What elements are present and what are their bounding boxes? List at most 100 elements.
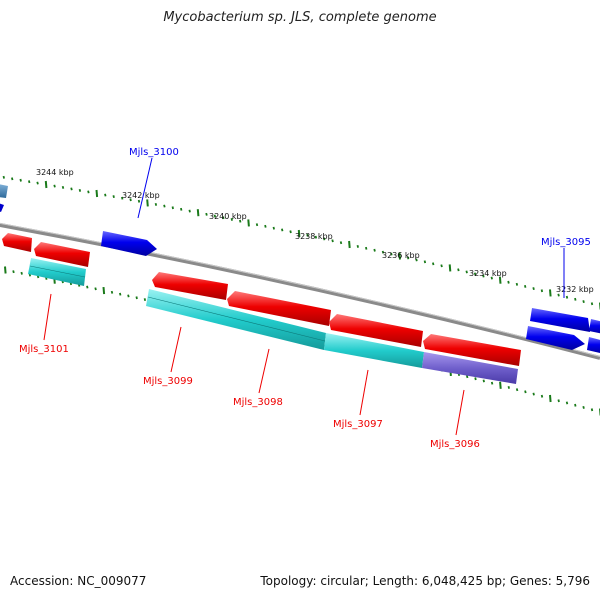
feature-purple[interactable] <box>422 352 518 384</box>
scale-minor-tick <box>565 295 569 299</box>
scale-minor-tick <box>94 287 97 291</box>
scale-minor-tick <box>423 260 427 264</box>
scale-minor-tick <box>440 264 443 268</box>
gene-red-5[interactable] <box>329 314 423 347</box>
scale-minor-tick <box>255 223 259 227</box>
genome-info-text: Topology: circular; Length: 6,048,425 bp… <box>260 574 590 588</box>
gene-label-mjls-3095[interactable]: Mjls_3095 <box>541 237 591 248</box>
scale-minor-tick <box>86 285 89 289</box>
scale-minor-tick <box>2 175 5 179</box>
feature-cyan-2[interactable] <box>146 289 326 350</box>
gene-label-mjls-3097[interactable]: Mjls_3097 <box>333 419 383 430</box>
map-title: Mycobacterium sp. JLS, complete genome <box>163 10 437 25</box>
scale-label: 3240 kbp <box>209 212 247 221</box>
scale-major-tick <box>95 189 99 198</box>
leader-mjls-3096 <box>455 389 465 436</box>
scale-minor-tick <box>11 177 14 181</box>
scale-minor-tick <box>582 405 585 409</box>
scale-minor-tick <box>323 237 326 241</box>
gene-red-4[interactable] <box>227 291 331 326</box>
scale-minor-tick <box>230 217 233 221</box>
scale-minor-tick <box>289 230 292 234</box>
scale-minor-tick <box>406 256 410 260</box>
scale-minor-tick <box>143 298 147 302</box>
scale-minor-tick <box>78 188 82 192</box>
scale-minor-tick <box>473 272 477 276</box>
scale-major-tick <box>4 266 7 274</box>
feature-cyan-1[interactable] <box>28 258 86 286</box>
leader-mjls-3099 <box>170 326 182 373</box>
gene-fragment-left[interactable] <box>0 184 8 198</box>
scale-minor-tick <box>154 202 158 206</box>
gene-right-edge-top[interactable] <box>589 319 600 334</box>
scale-minor-tick <box>557 399 560 403</box>
scale-minor-tick <box>129 198 132 202</box>
scale-major-tick <box>247 219 250 227</box>
scale-minor-tick <box>239 219 242 223</box>
leader-mjls-3097 <box>359 369 369 416</box>
gene-fragment-left-small[interactable] <box>0 203 4 212</box>
gene-red-1[interactable] <box>2 233 32 252</box>
scale-major-tick <box>498 276 502 284</box>
scale-minor-tick <box>104 193 107 197</box>
scale-minor-tick <box>365 246 368 250</box>
scale-major-tick <box>549 289 552 297</box>
forward-strand-genes <box>0 184 600 354</box>
gene-label-mjls-3098[interactable]: Mjls_3098 <box>233 397 283 408</box>
scale-minor-tick <box>490 381 494 385</box>
scale-minor-tick <box>163 204 166 208</box>
scale-minor-tick <box>87 190 90 194</box>
scale-label: 3242 kbp <box>122 191 160 200</box>
scale-minor-tick <box>137 199 141 203</box>
scale-minor-tick <box>121 196 124 200</box>
genome-backbone <box>0 222 600 360</box>
reverse-strand-genes <box>2 233 521 366</box>
scale-minor-tick <box>331 239 334 243</box>
gene-labels: Mjls_3100 Mjls_3095 Mjls_3101 Mjls_3099 … <box>19 147 591 450</box>
scale-minor-tick <box>574 403 577 407</box>
gene-mjls-3095[interactable] <box>530 308 590 332</box>
scale-minor-tick <box>582 300 585 304</box>
scale-minor-tick <box>135 296 138 300</box>
gene-red-6[interactable] <box>423 334 521 366</box>
gene-mjls-3100[interactable] <box>101 231 157 256</box>
leader-mjls-3101 <box>43 293 52 341</box>
gene-label-mjls-3101[interactable]: Mjls_3101 <box>19 344 69 355</box>
scale-minor-tick <box>272 226 275 230</box>
scale-minor-tick <box>565 401 569 405</box>
scale-minor-tick <box>540 394 544 398</box>
scale-minor-tick <box>356 244 359 248</box>
scale-minor-tick <box>474 377 477 381</box>
inner-features <box>28 258 518 384</box>
gene-label-mjls-3100[interactable]: Mjls_3100 <box>129 147 179 158</box>
scale-minor-tick <box>70 187 73 191</box>
scale-label: 3232 kbp <box>556 285 594 294</box>
scale-minor-tick <box>482 274 485 278</box>
scale-major-tick <box>348 240 351 249</box>
scale-minor-tick <box>524 390 527 394</box>
scale-major-tick <box>297 229 301 238</box>
genome-backbone-highlight <box>0 222 600 357</box>
scale-minor-tick <box>390 252 393 256</box>
scale-major-tick <box>448 264 452 272</box>
accession-text: Accession: NC_009077 <box>10 574 147 588</box>
gene-label-mjls-3099[interactable]: Mjls_3099 <box>143 376 193 387</box>
scale-minor-tick <box>222 216 225 220</box>
gene-mjls-3094[interactable] <box>526 326 585 350</box>
scale-minor-tick <box>466 375 469 379</box>
gene-red-2[interactable] <box>34 242 90 267</box>
scale-minor-tick <box>119 292 122 296</box>
scale-minor-tick <box>314 235 318 239</box>
scale-minor-tick <box>432 262 435 266</box>
scale-major-tick <box>499 381 502 389</box>
gene-label-mjls-3096[interactable]: Mjls_3096 <box>430 439 480 450</box>
gene-right-edge-bottom[interactable] <box>587 337 600 354</box>
scale-minor-tick <box>180 207 183 211</box>
scale-major-tick <box>102 287 106 295</box>
scale-major-tick <box>146 199 149 207</box>
scale-minor-tick <box>19 178 22 182</box>
gene-red-3[interactable] <box>152 272 228 300</box>
scale-minor-tick <box>36 181 39 185</box>
feature-cyan-3[interactable] <box>324 333 424 368</box>
